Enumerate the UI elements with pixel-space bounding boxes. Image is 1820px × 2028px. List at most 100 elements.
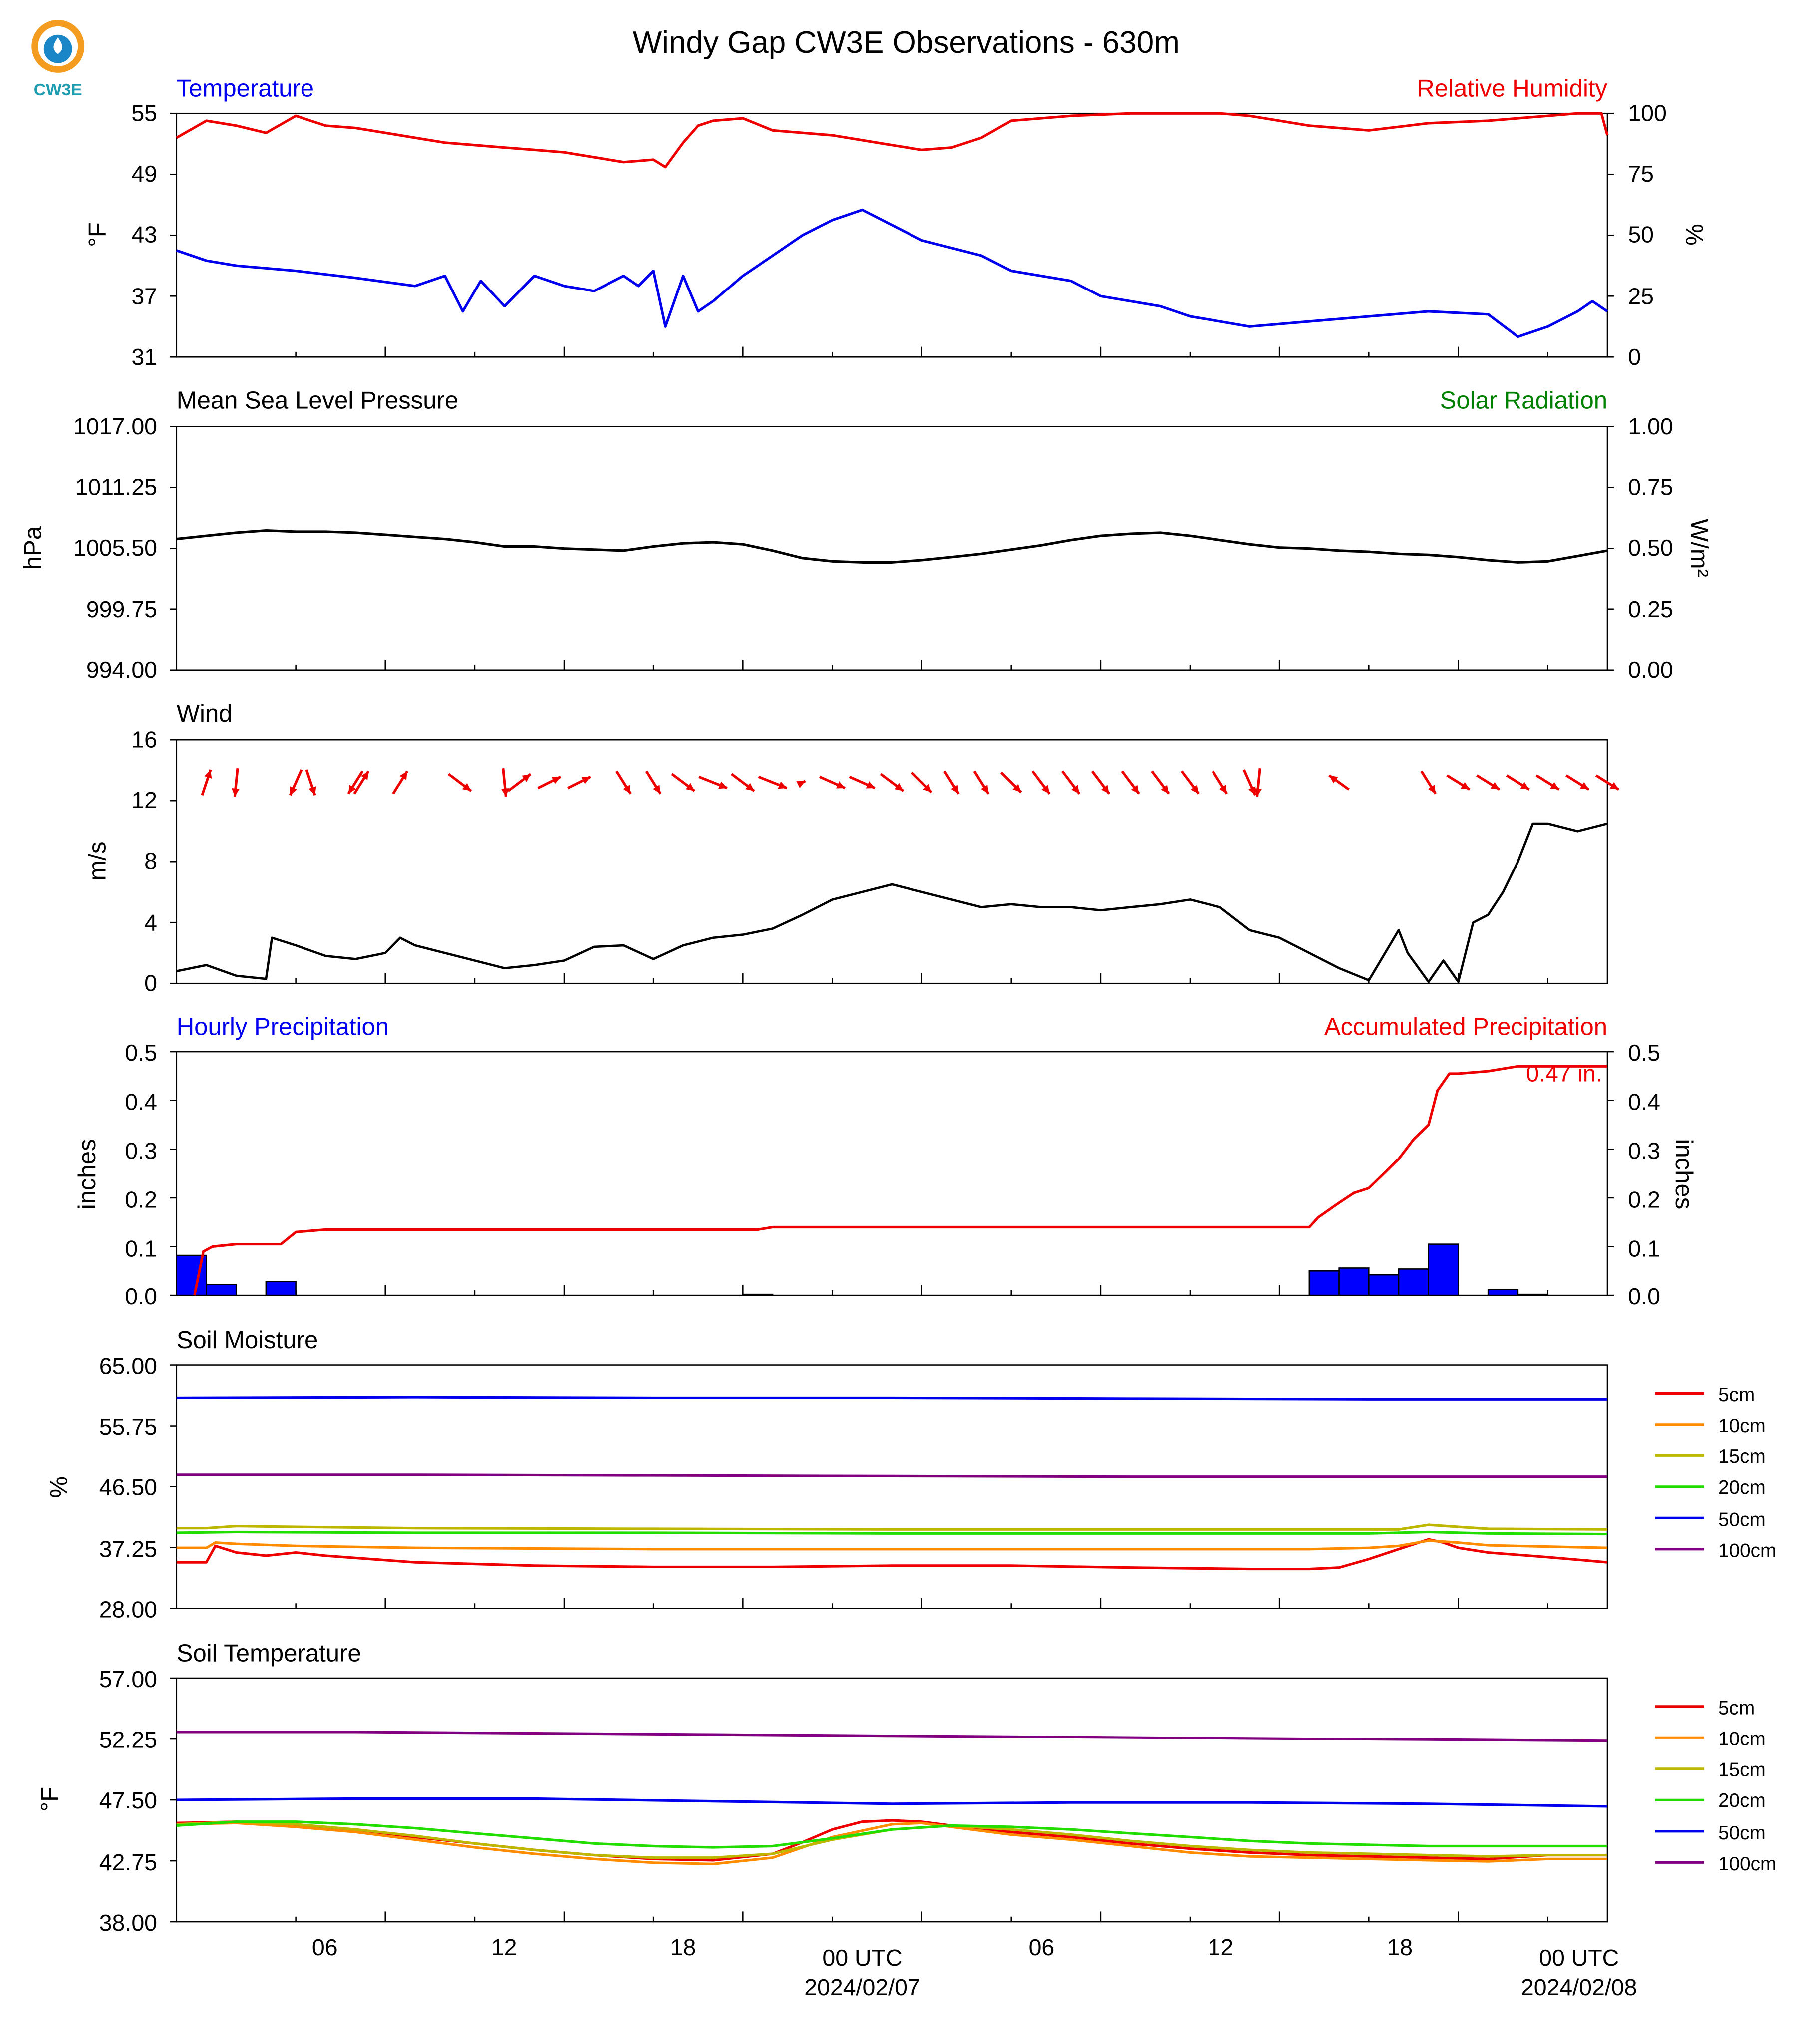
logo-text: CW3E <box>34 81 82 99</box>
tick-label: 0.3 <box>1628 1138 1660 1163</box>
tick-label: 0 <box>144 970 157 996</box>
tick-label: 0.0 <box>125 1283 157 1309</box>
wind-vector-head <box>1041 785 1050 794</box>
humidity-title: Relative Humidity <box>1417 75 1607 102</box>
wind-vector-head <box>204 770 212 779</box>
wind-vector-head <box>361 771 369 780</box>
soil-moisture-line-100cm <box>176 1473 1608 1478</box>
tick-label: 12 <box>131 787 157 813</box>
tick-label: 57.00 <box>99 1666 157 1692</box>
solar-tick-labels: 1.00 0.75 0.50 0.25 0.00 <box>1628 413 1673 683</box>
accum-precip-title: Accumulated Precipitation <box>1324 1014 1607 1041</box>
wind-vector-head <box>1428 785 1436 794</box>
soil-temperature-line-50cm <box>176 1797 1608 1808</box>
precip-bar <box>1368 1274 1400 1296</box>
tick-label: 46.50 <box>99 1474 157 1500</box>
figure-title: Windy Gap CW3E Observations - 630m <box>633 25 1180 60</box>
tick-label: 42.75 <box>99 1849 157 1875</box>
temperature-line <box>176 208 1608 338</box>
wind-vector-head <box>1071 785 1080 794</box>
wind-vector-head <box>718 781 728 789</box>
x-tick-label: 12 <box>1208 1934 1233 1960</box>
precip-bar <box>1428 1243 1459 1296</box>
soil-moisture-tick-labels: 65.00 55.75 46.50 37.25 28.00 <box>99 1353 157 1623</box>
wind-vector-head <box>1609 782 1619 790</box>
tick-label: 999.75 <box>86 596 157 622</box>
wind-vector-head <box>581 777 591 784</box>
panel-precipitation: Hourly Precipitation Accumulated Precipi… <box>74 1014 1697 1310</box>
legend-label: 20cm <box>1718 1477 1766 1498</box>
wind-vector-head <box>1131 785 1139 794</box>
wind-vector-head <box>1161 785 1169 794</box>
wind-vector-head <box>836 781 845 789</box>
x-tick-date: 2024/02/07 <box>804 1974 920 2000</box>
tick-label: 50 <box>1628 221 1654 247</box>
tick-label: 100 <box>1628 100 1667 126</box>
tick-label: 55 <box>131 100 157 126</box>
precip-bar <box>265 1281 297 1296</box>
soil-moisture-line-50cm <box>176 1396 1608 1401</box>
tick-label: 25 <box>1628 283 1654 309</box>
soil-moisture-title: Soil Moisture <box>177 1327 318 1354</box>
tick-label: 0.1 <box>125 1236 157 1262</box>
panel-soil-temperature: Soil Temperature °F 57.00 52.25 47.50 42… <box>36 1640 1776 1936</box>
soil-temperature-legend: 5cm 10cm 15cm 20cm 50cm 100cm <box>1718 1697 1776 1874</box>
x-axis-labels: 06 12 18 00 UTC 2024/02/07 06 12 18 00 U… <box>312 1934 1637 2000</box>
precip-bar <box>1398 1268 1430 1296</box>
tick-label: 52.25 <box>99 1727 157 1752</box>
soil-moisture-line-5cm <box>176 1538 1608 1571</box>
tick-label: 0.50 <box>1628 535 1673 561</box>
wind-vector-head <box>399 771 407 780</box>
wind-vector-head <box>551 777 561 784</box>
tick-label: 0.4 <box>1628 1089 1660 1115</box>
tick-label: 0.1 <box>1628 1236 1660 1262</box>
tick-label: 0.5 <box>1628 1040 1660 1066</box>
tick-label: 75 <box>1628 161 1654 187</box>
humidity-ylabel: % <box>1681 224 1708 246</box>
x-tick-label: 12 <box>491 1934 517 1960</box>
precip-tick-labels-left: 0.5 0.4 0.3 0.2 0.1 0.0 <box>125 1040 157 1309</box>
precip-ylabel-right: inches <box>1670 1139 1697 1209</box>
tick-label: 0.25 <box>1628 596 1673 622</box>
accum-precip-line <box>193 1065 1608 1296</box>
wind-vector-head <box>981 785 989 794</box>
wind-vector-head <box>1580 782 1589 790</box>
wind-vector-head <box>1101 785 1109 794</box>
tick-label: 0.2 <box>125 1187 157 1213</box>
wind-vector-head <box>1248 786 1256 796</box>
soil-temperature-title: Soil Temperature <box>177 1640 361 1667</box>
pressure-title: Mean Sea Level Pressure <box>177 387 458 414</box>
x-tick-label: 00 UTC <box>822 1945 902 1971</box>
wind-vector-head <box>653 785 661 794</box>
wind-vector-head <box>308 786 316 796</box>
legend-label: 50cm <box>1718 1509 1766 1530</box>
pressure-line <box>176 529 1608 564</box>
x-tick-label: 06 <box>312 1934 338 1960</box>
tick-label: 1017.00 <box>73 413 157 439</box>
tick-label: 43 <box>131 221 157 247</box>
hourly-precip-title: Hourly Precipitation <box>177 1014 389 1041</box>
tick-label: 1005.50 <box>73 535 157 561</box>
plot-frame <box>176 426 1608 671</box>
soil-temperature-line-20cm <box>176 1820 1608 1849</box>
logo-drop <box>53 37 62 54</box>
legend-label: 10cm <box>1718 1415 1766 1437</box>
wind-vector-head <box>462 783 471 791</box>
tick-label: 47.50 <box>99 1787 157 1813</box>
soil-temperature-line-10cm <box>176 1821 1608 1865</box>
tick-label: 994.00 <box>86 657 157 683</box>
wind-vector-head <box>232 788 240 797</box>
x-tick-label: 18 <box>670 1934 696 1960</box>
tick-label: 0.00 <box>1628 657 1673 683</box>
tick-label: 37.25 <box>99 1536 157 1562</box>
legend-label: 10cm <box>1718 1728 1766 1749</box>
precip-tick-labels-right: 0.5 0.4 0.3 0.2 0.1 0.0 <box>1628 1040 1660 1309</box>
wind-vector-head <box>866 781 875 789</box>
soil-temperature-ylabel: °F <box>36 1787 63 1812</box>
legend-label: 50cm <box>1718 1822 1766 1844</box>
tick-label: 1.00 <box>1628 413 1673 439</box>
tick-label: 0.2 <box>1628 1187 1660 1213</box>
logo-ring <box>31 20 85 73</box>
